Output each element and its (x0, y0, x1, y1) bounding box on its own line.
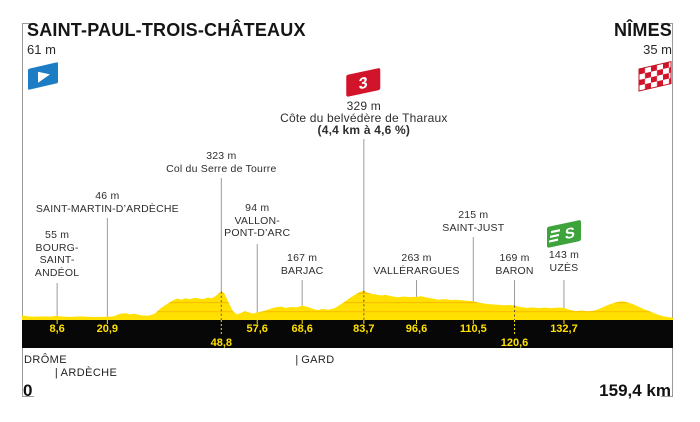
start-elevation: 61 m (27, 42, 56, 57)
region-label-drôme: DRÔME (24, 354, 67, 366)
waypoint-name: BARON (495, 264, 534, 277)
km-tick-label: 68,6 (291, 323, 312, 335)
km-tick-label: 120,6 (501, 337, 529, 349)
waypoint-elevation: 169 m (499, 252, 530, 264)
start-flag-icon (28, 62, 58, 90)
finish-header: NÎMES 35 m (614, 20, 672, 57)
waypoint-5-town: 167 m BARJAC (281, 252, 324, 277)
climb-gradient: (4,4 km à 4,6 %) (317, 123, 411, 137)
waypoint-name: VALLÉRARGUES (373, 264, 460, 277)
finish-checkered-flag-icon (638, 60, 672, 92)
frame-corner-tick (661, 396, 673, 397)
waypoint-name: UZÈS (549, 261, 579, 274)
waypoint-2-town: 46 m SAINT-MARTIN-D’ARDÈCHE (36, 190, 179, 215)
km-tick-label: 8,6 (49, 323, 64, 335)
elevation-profile-area (22, 290, 673, 320)
waypoint-10-sprint: S 143 m UZÈS (544, 218, 584, 274)
waypoint-7-town: 263 m VALLÉRARGUES (373, 252, 459, 277)
km-tick-label: 57,6 (247, 323, 268, 335)
waypoint-1-town: 55 m BOURG- SAINT- ANDÉOL (35, 229, 79, 279)
waypoint-elevation: 215 m (458, 209, 489, 221)
waypoint-6-climb: 3 329 m Côte du belvédère de Tharaux (4,4 k… (280, 66, 448, 136)
distance-bar (22, 320, 673, 348)
km-tick-label: 83,7 (353, 323, 374, 335)
finish-name: NÎMES (613, 20, 672, 40)
category-3-climb-pennant-icon: 3 (345, 68, 380, 97)
waypoint-name: BARJAC (280, 264, 324, 277)
km-tick-label: 96,6 (406, 323, 427, 335)
waypoint-elevation: 329 m (346, 99, 381, 113)
waypoint-name: Col du Serre de Tourre (166, 162, 277, 175)
waypoint-name: SAINT-MARTIN-D’ARDÈCHE (35, 202, 179, 215)
waypoint-elevation: 167 m (287, 252, 318, 264)
frame-left-line (22, 23, 23, 397)
svg-text:S: S (565, 224, 575, 243)
frame-right-line (672, 23, 673, 397)
waypoint-name: BOURG- SAINT- ANDÉOL (34, 241, 80, 279)
frame-corner-tick (661, 23, 673, 24)
region-label-gard: | GARD (292, 354, 335, 366)
region-label-ardèche: | ARDÈCHE (52, 367, 118, 379)
total-distance-label: 159,4 km (599, 381, 671, 400)
km-tick-label: 20,9 (97, 323, 118, 335)
waypoint-elevation: 94 m (245, 202, 270, 214)
waypoint-elevation: 55 m (45, 229, 70, 241)
start-name: SAINT-PAUL-TROIS-CHÂTEAUX (27, 20, 306, 40)
waypoint-3-col: 323 m Col du Serre de Tourre (166, 150, 276, 175)
waypoint-elevation: 263 m (401, 252, 432, 264)
waypoint-4-town: 94 m VALLON- PONT-D’ARC (224, 202, 290, 240)
waypoint-9-town: 169 m BARON (495, 252, 533, 277)
finish-elevation: 35 m (643, 42, 672, 57)
waypoint-elevation: 46 m (95, 190, 120, 202)
waypoint-elevation: 323 m (206, 150, 237, 162)
sprint-flag-icon: S (546, 220, 581, 248)
waypoint-name: VALLON- PONT-D’ARC (224, 214, 291, 240)
waypoint-name: SAINT-JUST (442, 221, 505, 234)
frame-corner-tick (22, 396, 34, 397)
km-tick-label: 110,5 (460, 323, 487, 335)
waypoint-name: Côte du belvédère de Tharaux (280, 111, 448, 125)
km-tick-label: 48,8 (211, 337, 232, 349)
start-header: SAINT-PAUL-TROIS-CHÂTEAUX 61 m (27, 20, 306, 57)
km-tick-label: 132,7 (550, 323, 578, 335)
svg-text:3: 3 (358, 74, 367, 94)
frame-corner-tick (22, 23, 34, 24)
start-km-label: 0 (23, 381, 33, 400)
waypoint-8-town: 215 m SAINT-JUST (442, 209, 504, 234)
waypoint-elevation: 143 m (548, 249, 580, 261)
